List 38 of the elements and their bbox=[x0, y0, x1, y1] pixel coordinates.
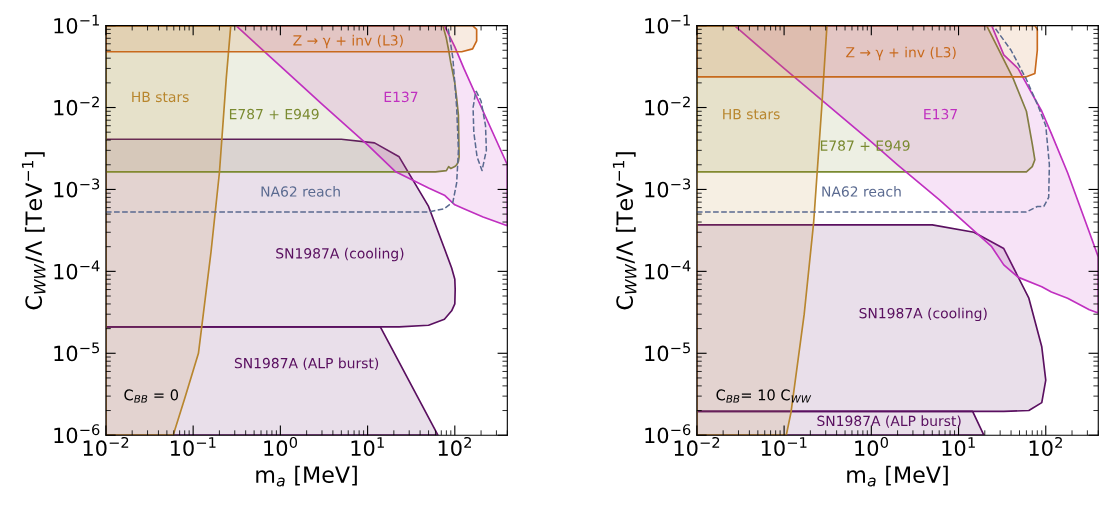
series-label: HB stars bbox=[132, 91, 189, 103]
y-tick-label: 10$^{−4}$ bbox=[54, 260, 100, 280]
y-tick-label: 10$^{−2}$ bbox=[645, 96, 690, 116]
x-tick-label: 10$^{−1}$ bbox=[761, 437, 807, 457]
series-label: SN1987A (cooling) bbox=[859, 307, 987, 322]
y-tick-label: 10$^{−2}$ bbox=[54, 96, 99, 116]
y-tick-label: 10$^{−4}$ bbox=[645, 260, 691, 280]
y-tick-label: 10$^{−3}$ bbox=[645, 178, 691, 198]
y-tick-label: 10$^{−5}$ bbox=[645, 342, 690, 362]
x-axis-title: m$_{a}$ [MeV] bbox=[847, 465, 948, 487]
x-tick-label: 10$^{−1}$ bbox=[170, 437, 216, 457]
series-label: NA62 reach bbox=[261, 186, 340, 197]
x-tick-label: 10$^{1}$ bbox=[351, 437, 384, 457]
x-tick-label: 10$^{0}$ bbox=[264, 436, 298, 457]
x-tick-label: 10$^{1}$ bbox=[942, 437, 975, 457]
series-label: E787 + E949 bbox=[820, 140, 910, 151]
series-label: Z → γ + inv (L3) bbox=[293, 34, 403, 49]
series-label: SN1987A (cooling) bbox=[276, 247, 404, 262]
y-tick-label: 10$^{−3}$ bbox=[54, 178, 100, 198]
series-label: E787 + E949 bbox=[229, 108, 319, 120]
series-label: HB stars bbox=[723, 109, 780, 120]
y-tick-label: 10$^{−5}$ bbox=[54, 342, 100, 362]
x-tick-label: 10$^{2}$ bbox=[438, 436, 472, 457]
x-axis-title: m$_{a}$ [MeV] bbox=[256, 465, 357, 487]
series-label: NA62 reach bbox=[822, 186, 901, 197]
x-tick-label: 10$^{0}$ bbox=[855, 436, 888, 457]
y-axis-title: C$_{WW}$/Λ [TeV$^{−1}$] bbox=[612, 152, 637, 310]
series-label: SN1987A (ALP burst) bbox=[234, 357, 379, 370]
series-label: E137 bbox=[924, 108, 957, 120]
y-axis-title: C$_{WW}$/Λ [TeV$^{−1}$] bbox=[21, 152, 46, 310]
y-tick-label: 10$^{−1}$ bbox=[54, 14, 99, 34]
series-label: Z → γ + inv (L3) bbox=[846, 46, 956, 61]
y-tick-label: 10$^{−1}$ bbox=[645, 14, 690, 34]
x-tick-label: 10$^{2}$ bbox=[1029, 436, 1062, 457]
series-label: E137 bbox=[384, 91, 418, 103]
line-series bbox=[472, 90, 488, 172]
annotation: C$_{BB}$ = 0 bbox=[124, 389, 179, 403]
series-label: SN1987A (ALP burst) bbox=[817, 415, 961, 428]
